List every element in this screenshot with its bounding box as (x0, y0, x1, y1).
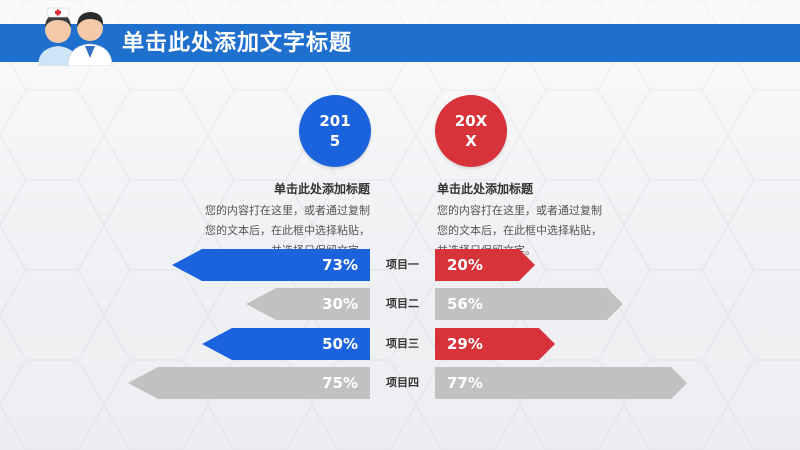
year-badge-left: 2015 (299, 95, 371, 167)
left-bar-item-3: 50% (202, 328, 370, 360)
item-label-2: 项目二 (386, 297, 419, 310)
left-block-title[interactable]: 单击此处添加标题 (273, 182, 370, 196)
year-badge-right: 20XX (435, 95, 507, 167)
page-title[interactable]: 单击此处添加文字标题 (122, 31, 353, 56)
right-block-title[interactable]: 单击此处添加标题 (437, 182, 534, 196)
left-bar-item-4: 75% (128, 367, 370, 399)
right-bar-item-3: 29% (435, 328, 555, 360)
header-bar (0, 24, 800, 62)
right-bar-item-4: 77% (435, 367, 687, 399)
right-bar-item-1: 20% (435, 249, 535, 281)
item-label-1: 项目一 (386, 258, 419, 271)
left-bar-item-1: 73% (172, 249, 370, 281)
item-label-3: 项目三 (386, 337, 419, 350)
doctor-nurse-icon (38, 7, 113, 66)
item-label-4: 项目四 (386, 376, 419, 389)
year-left-text: 2015 (319, 112, 351, 150)
right-bar-item-2: 56% (435, 288, 623, 320)
year-right-text: 20XX (454, 112, 488, 150)
left-bar-item-2: 30% (246, 288, 370, 320)
